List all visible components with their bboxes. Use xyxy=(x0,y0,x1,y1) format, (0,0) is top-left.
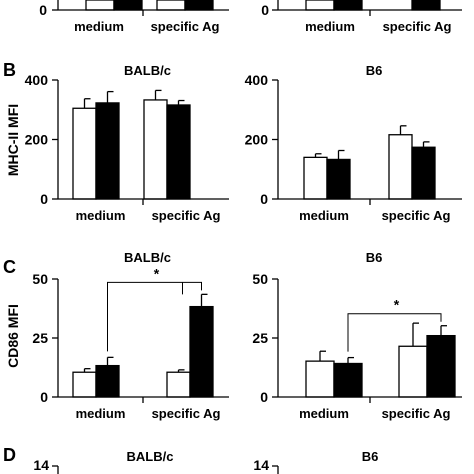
y-tick-label: 50 xyxy=(252,271,268,287)
bar xyxy=(333,362,363,398)
bar xyxy=(398,345,428,398)
x-tick-label: medium xyxy=(299,208,349,223)
chart-panel-B-left: BALB/c 0 200 400 medium specific Ag xyxy=(25,63,229,223)
x-tick-label: medium xyxy=(76,406,126,421)
panel-title: BALB/c xyxy=(124,63,171,78)
bar xyxy=(143,99,168,200)
panel-title: B6 xyxy=(366,63,383,78)
y-tick-label: 25 xyxy=(252,330,268,346)
panel-letter-B: B xyxy=(3,60,16,80)
chart-panel-A-left: 0 medium specific Ag xyxy=(39,0,229,34)
chart-panel-D-left: BALB/c 14 xyxy=(33,449,173,474)
y-tick-label: 0 xyxy=(39,2,47,18)
bar xyxy=(95,102,120,200)
panel-title: B6 xyxy=(366,250,383,265)
bar xyxy=(189,305,214,398)
bar xyxy=(72,107,97,200)
y-tick-label: 0 xyxy=(260,389,268,405)
x-tick-label: specific Ag xyxy=(382,406,451,421)
chart-panel-D-right: B6 14 xyxy=(253,449,378,474)
bar xyxy=(95,364,120,398)
significance-bracket xyxy=(347,313,442,352)
y-axis-label-cd86: CD86 MFI xyxy=(5,304,21,368)
x-tick-label: medium xyxy=(305,19,355,34)
y-tick-label: 0 xyxy=(40,389,48,405)
panel-letter-D: D xyxy=(3,445,16,465)
x-tick-label: medium xyxy=(299,406,349,421)
y-tick-label: 14 xyxy=(253,457,269,473)
y-tick-label: 50 xyxy=(32,271,48,287)
panel-title: BALB/c xyxy=(127,449,174,464)
x-tick-label: specific Ag xyxy=(152,208,221,223)
x-tick-label: specific Ag xyxy=(383,19,452,34)
x-tick-label: medium xyxy=(74,19,124,34)
bar xyxy=(166,104,191,200)
y-tick-label: 400 xyxy=(25,72,49,88)
bar xyxy=(305,0,335,11)
chart-panel-A-right: 0 medium specific Ag xyxy=(261,0,462,34)
bar xyxy=(156,0,186,11)
significance-bracket xyxy=(107,281,202,352)
panel-letter-C: C xyxy=(3,257,16,277)
significance-label: * xyxy=(154,265,160,281)
bar xyxy=(388,134,413,200)
bar xyxy=(72,371,97,398)
x-tick-label: specific Ag xyxy=(151,19,220,34)
bar xyxy=(326,158,351,200)
bar xyxy=(426,334,456,398)
y-tick-label: 200 xyxy=(25,132,49,148)
y-tick-label: 14 xyxy=(33,457,49,473)
y-axis-label-mhc: MHC-II MFI xyxy=(5,104,21,176)
panel-title: BALB/c xyxy=(124,250,171,265)
bar xyxy=(303,156,328,200)
bar xyxy=(184,0,214,11)
y-tick-label: 0 xyxy=(40,191,48,207)
bar xyxy=(113,0,143,11)
y-tick-label: 0 xyxy=(261,2,269,18)
chart-panel-C-left: BALB/c 0 25 50 medium specific Ag * xyxy=(32,250,229,421)
bar xyxy=(85,0,115,11)
x-tick-label: specific Ag xyxy=(382,208,451,223)
x-tick-label: specific Ag xyxy=(152,406,221,421)
bar xyxy=(411,0,441,11)
y-tick-label: 25 xyxy=(32,330,48,346)
y-tick-label: 400 xyxy=(245,72,269,88)
bar xyxy=(305,360,335,398)
chart-panel-C-right: B6 0 25 50 medium specific Ag * xyxy=(252,250,462,421)
bar xyxy=(333,0,363,11)
significance-label: * xyxy=(394,297,400,313)
panel-title: B6 xyxy=(362,449,379,464)
y-tick-label: 0 xyxy=(260,191,268,207)
x-tick-label: medium xyxy=(76,208,126,223)
bar xyxy=(411,146,436,200)
y-tick-label: 200 xyxy=(245,132,269,148)
bar xyxy=(166,371,191,398)
chart-panel-B-right: B6 0 200 400 medium specific Ag xyxy=(245,63,462,223)
